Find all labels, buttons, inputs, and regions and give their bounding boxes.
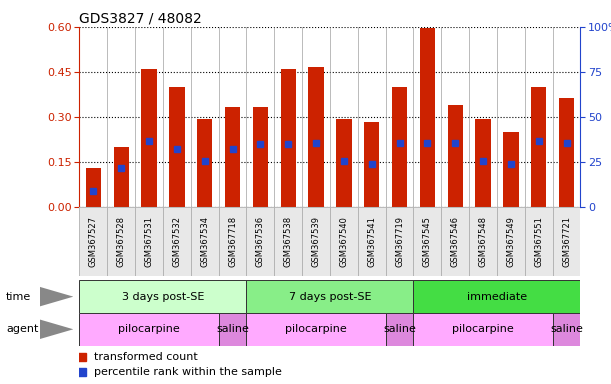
FancyBboxPatch shape xyxy=(219,313,246,346)
Text: GSM367539: GSM367539 xyxy=(312,217,321,267)
FancyBboxPatch shape xyxy=(79,280,246,313)
Text: GDS3827 / 48082: GDS3827 / 48082 xyxy=(79,12,202,25)
FancyBboxPatch shape xyxy=(163,207,191,276)
Bar xyxy=(309,68,324,207)
Text: pilocarpine: pilocarpine xyxy=(118,324,180,334)
FancyBboxPatch shape xyxy=(330,207,358,276)
Text: GSM367548: GSM367548 xyxy=(478,217,488,267)
FancyBboxPatch shape xyxy=(386,207,414,276)
Text: 3 days post-SE: 3 days post-SE xyxy=(122,291,204,302)
Text: GSM367532: GSM367532 xyxy=(172,217,181,267)
Text: 7 days post-SE: 7 days post-SE xyxy=(288,291,371,302)
Bar xyxy=(447,105,463,207)
Bar xyxy=(225,107,240,207)
Text: saline: saline xyxy=(550,324,583,334)
Text: saline: saline xyxy=(383,324,416,334)
Text: pilocarpine: pilocarpine xyxy=(285,324,347,334)
Text: GSM367551: GSM367551 xyxy=(534,217,543,267)
Text: GSM367528: GSM367528 xyxy=(117,217,126,267)
FancyBboxPatch shape xyxy=(414,313,552,346)
Bar xyxy=(420,28,435,207)
Text: GSM367549: GSM367549 xyxy=(507,217,515,267)
FancyBboxPatch shape xyxy=(79,313,219,346)
FancyBboxPatch shape xyxy=(358,207,386,276)
Bar xyxy=(253,107,268,207)
Text: GSM367538: GSM367538 xyxy=(284,216,293,268)
Text: transformed count: transformed count xyxy=(95,352,198,362)
FancyBboxPatch shape xyxy=(108,207,135,276)
Text: GSM367534: GSM367534 xyxy=(200,217,209,267)
Text: GSM367536: GSM367536 xyxy=(256,216,265,268)
FancyBboxPatch shape xyxy=(302,207,330,276)
FancyBboxPatch shape xyxy=(414,280,580,313)
Bar xyxy=(475,119,491,207)
Bar xyxy=(197,119,213,207)
Text: GSM367718: GSM367718 xyxy=(228,216,237,268)
Bar xyxy=(280,69,296,207)
Text: GSM367546: GSM367546 xyxy=(451,217,459,267)
Bar xyxy=(169,87,185,207)
Bar xyxy=(86,168,101,207)
FancyBboxPatch shape xyxy=(246,280,414,313)
Text: GSM367531: GSM367531 xyxy=(145,217,153,267)
Polygon shape xyxy=(40,287,73,306)
Text: GSM367540: GSM367540 xyxy=(339,217,348,267)
Text: immediate: immediate xyxy=(467,291,527,302)
FancyBboxPatch shape xyxy=(525,207,552,276)
Bar xyxy=(392,87,407,207)
Text: GSM367721: GSM367721 xyxy=(562,217,571,267)
FancyBboxPatch shape xyxy=(441,207,469,276)
Bar xyxy=(503,132,519,207)
Bar xyxy=(531,87,546,207)
Bar xyxy=(364,122,379,207)
FancyBboxPatch shape xyxy=(469,207,497,276)
Text: GSM367541: GSM367541 xyxy=(367,217,376,267)
FancyBboxPatch shape xyxy=(552,207,580,276)
Text: agent: agent xyxy=(6,324,38,334)
FancyBboxPatch shape xyxy=(274,207,302,276)
FancyBboxPatch shape xyxy=(246,207,274,276)
Bar xyxy=(141,69,156,207)
FancyBboxPatch shape xyxy=(79,207,108,276)
FancyBboxPatch shape xyxy=(386,313,414,346)
FancyBboxPatch shape xyxy=(414,207,441,276)
Bar xyxy=(114,147,129,207)
Text: GSM367545: GSM367545 xyxy=(423,217,432,267)
FancyBboxPatch shape xyxy=(219,207,246,276)
Bar xyxy=(336,119,351,207)
Text: pilocarpine: pilocarpine xyxy=(452,324,514,334)
Text: saline: saline xyxy=(216,324,249,334)
Text: GSM367527: GSM367527 xyxy=(89,217,98,267)
Text: GSM367719: GSM367719 xyxy=(395,217,404,267)
FancyBboxPatch shape xyxy=(497,207,525,276)
Polygon shape xyxy=(40,319,73,339)
Text: time: time xyxy=(6,291,31,302)
FancyBboxPatch shape xyxy=(552,313,580,346)
Bar xyxy=(559,98,574,207)
FancyBboxPatch shape xyxy=(246,313,386,346)
FancyBboxPatch shape xyxy=(135,207,163,276)
FancyBboxPatch shape xyxy=(191,207,219,276)
Text: percentile rank within the sample: percentile rank within the sample xyxy=(95,367,282,377)
